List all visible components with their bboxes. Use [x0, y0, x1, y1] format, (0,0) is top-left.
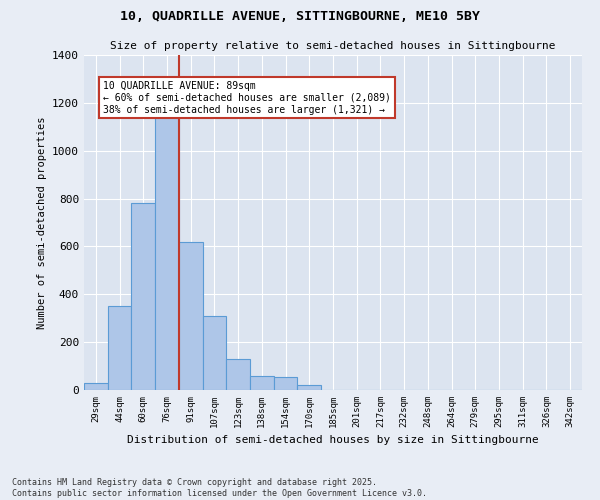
Bar	[84, 383, 108, 390]
Bar	[250, 376, 274, 390]
Bar	[108, 306, 131, 390]
Bar	[298, 385, 321, 390]
Bar	[274, 377, 298, 390]
X-axis label: Distribution of semi-detached houses by size in Sittingbourne: Distribution of semi-detached houses by …	[127, 436, 539, 446]
Text: Contains HM Land Registry data © Crown copyright and database right 2025.
Contai: Contains HM Land Registry data © Crown c…	[12, 478, 427, 498]
Text: 10, QUADRILLE AVENUE, SITTINGBOURNE, ME10 5BY: 10, QUADRILLE AVENUE, SITTINGBOURNE, ME1…	[120, 10, 480, 23]
Bar	[131, 204, 155, 390]
Bar	[179, 242, 203, 390]
Text: 10 QUADRILLE AVENUE: 89sqm
← 60% of semi-detached houses are smaller (2,089)
38%: 10 QUADRILLE AVENUE: 89sqm ← 60% of semi…	[103, 82, 391, 114]
Bar	[155, 115, 179, 390]
Y-axis label: Number of semi-detached properties: Number of semi-detached properties	[37, 116, 47, 329]
Bar	[226, 359, 250, 390]
Bar	[203, 316, 226, 390]
Title: Size of property relative to semi-detached houses in Sittingbourne: Size of property relative to semi-detach…	[110, 42, 556, 51]
